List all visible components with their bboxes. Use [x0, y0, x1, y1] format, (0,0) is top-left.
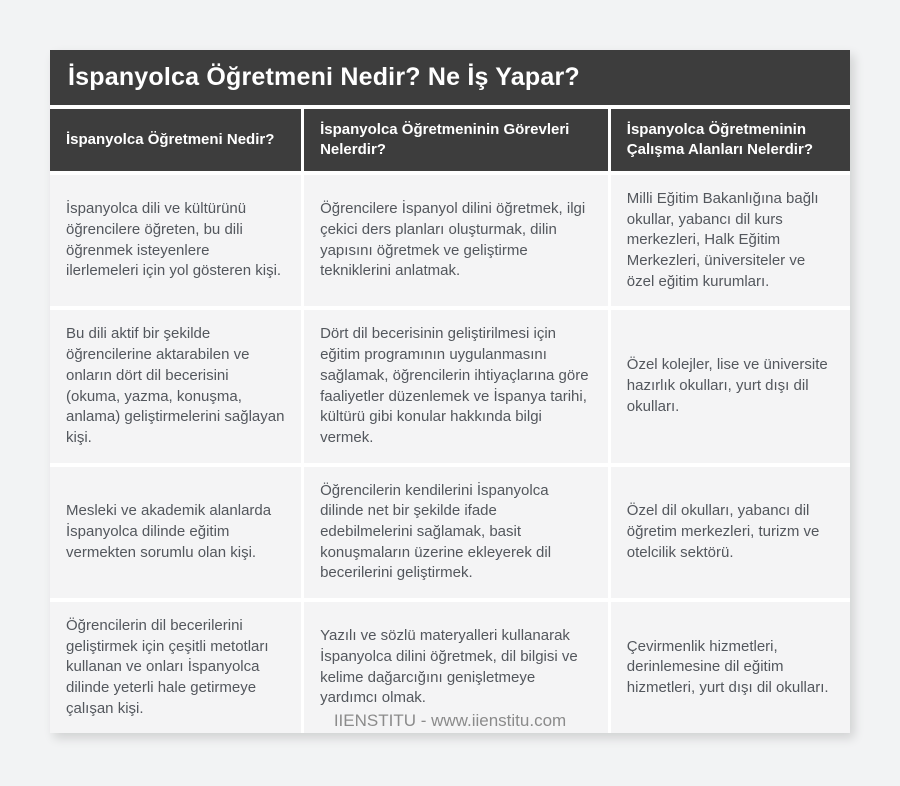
column-header-calisma-alanlari: İspanyolca Öğretmeninin Çalışma Alanları…: [610, 109, 850, 171]
table-cell: Özel dil okulları, yabancı dil öğretim m…: [610, 466, 850, 598]
table-header-row: İspanyolca Öğretmeni Nedir? İspanyolca Ö…: [50, 109, 850, 171]
table-cell: Milli Eğitim Bakanlığına bağlı okullar, …: [610, 175, 850, 307]
table-cell: İspanyolca dili ve kültürünü öğrencilere…: [50, 175, 302, 307]
table-cell: Öğrencilerin dil becerilerini geliştirme…: [50, 602, 302, 734]
column-header-gorevleri: İspanyolca Öğretmeninin Görevleri Nelerd…: [304, 109, 608, 171]
table-cell: Yazılı ve sözlü materyalleri kullanarak …: [304, 602, 608, 734]
table-cell: Bu dili aktif bir şekilde öğrencilerine …: [50, 310, 302, 463]
table-row: Öğrencilerin dil becerilerini geliştirme…: [50, 602, 850, 734]
table-cell: Öğrencilere İspanyol dilini öğretmek, il…: [304, 175, 608, 307]
table-cell: Dört dil becerisinin geliştirilmesi için…: [304, 310, 608, 463]
column-header-nedir: İspanyolca Öğretmeni Nedir?: [50, 109, 302, 171]
title-bar: İspanyolca Öğretmeni Nedir? Ne İş Yapar?: [50, 50, 850, 105]
table-cell: Çevirmenlik hizmetleri, derinlemesine di…: [610, 602, 850, 734]
page-title: İspanyolca Öğretmeni Nedir? Ne İş Yapar?: [68, 63, 580, 91]
table-card: İspanyolca Öğretmeni Nedir? Ne İş Yapar?…: [50, 50, 850, 734]
table-row: Bu dili aktif bir şekilde öğrencilerine …: [50, 310, 850, 463]
table-row: İspanyolca dili ve kültürünü öğrencilere…: [50, 175, 850, 307]
table-row: Mesleki ve akademik alanlarda İspanyolca…: [50, 466, 850, 598]
table-cell: Öğrencilerin kendilerini İspanyolca dili…: [304, 466, 608, 598]
footer-text: IIENSTITU - www.iienstitu.com: [333, 711, 567, 730]
table-cell: Mesleki ve akademik alanlarda İspanyolca…: [50, 466, 302, 598]
table-cell: Özel kolejler, lise ve üniversite hazırl…: [610, 310, 850, 463]
